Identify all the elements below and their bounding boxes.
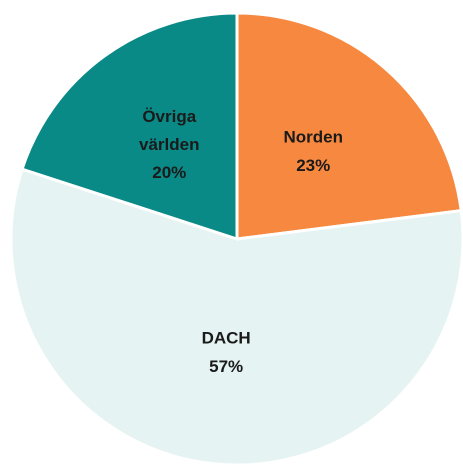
pie-slice [9, 167, 463, 465]
pie-slice [235, 11, 463, 241]
slice-label: DACH [202, 329, 251, 348]
slice-label: Övriga världen [139, 107, 199, 154]
slice-value-label: 23% [296, 156, 330, 175]
slice-value-label: 20% [152, 163, 186, 182]
slice-value-label: 57% [209, 357, 243, 376]
pie-slice [20, 11, 239, 242]
slice-label: Norden [283, 128, 343, 147]
